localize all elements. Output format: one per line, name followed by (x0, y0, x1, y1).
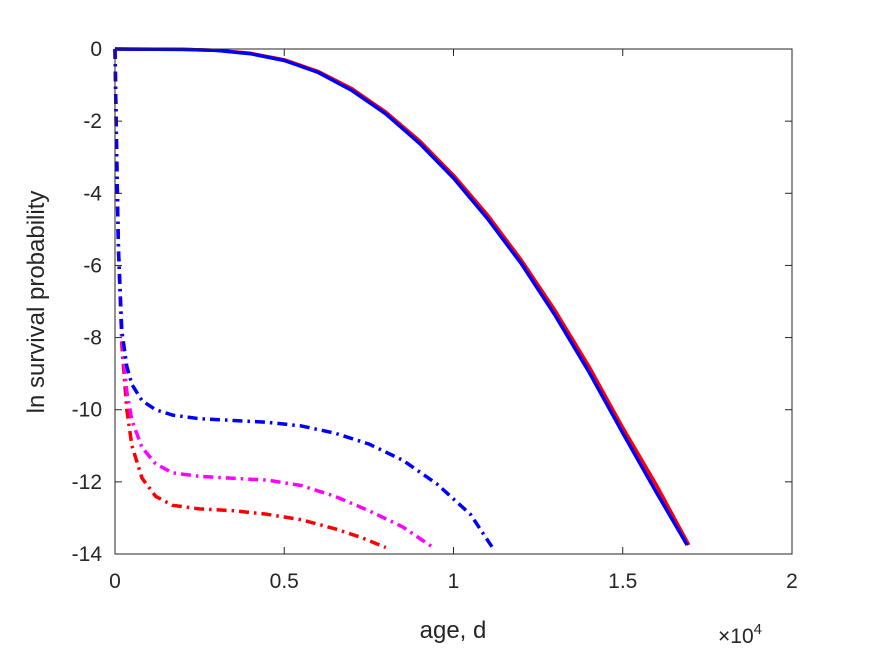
y-axis-ticks: 0 -2 -4 -6 -8 -10 -12 -14 (72, 38, 792, 566)
series-layer (113, 47, 691, 550)
x-tick-label: 2 (786, 570, 798, 593)
x-tick-label: 0.5 (270, 570, 299, 593)
y-tick-label: -6 (83, 254, 102, 277)
x-tick-label: 0 (109, 570, 121, 593)
x-axis-multiplier: ×104 (718, 621, 762, 648)
x-axis-label: age, d (420, 617, 487, 644)
y-tick-label: 0 (90, 38, 102, 61)
y-tick-label: -8 (83, 327, 102, 350)
x-multiplier-base: ×10 (718, 625, 754, 648)
x-axis-ticks: 0 0.5 1 1.5 2 (109, 49, 798, 593)
y-tick-label: -14 (72, 543, 103, 566)
y-tick-label: -12 (72, 471, 102, 494)
x-multiplier-exponent: 4 (754, 621, 762, 638)
y-tick-label: -2 (83, 110, 102, 133)
x-tick-label: 1.5 (608, 570, 637, 593)
y-tick-label: -4 (83, 182, 102, 205)
series-line-2 (114, 47, 689, 546)
y-axis-label: ln survival probability (23, 191, 50, 414)
x-tick-label: 1 (448, 570, 460, 593)
y-tick-label: -10 (72, 399, 102, 422)
plot-area (115, 49, 792, 554)
